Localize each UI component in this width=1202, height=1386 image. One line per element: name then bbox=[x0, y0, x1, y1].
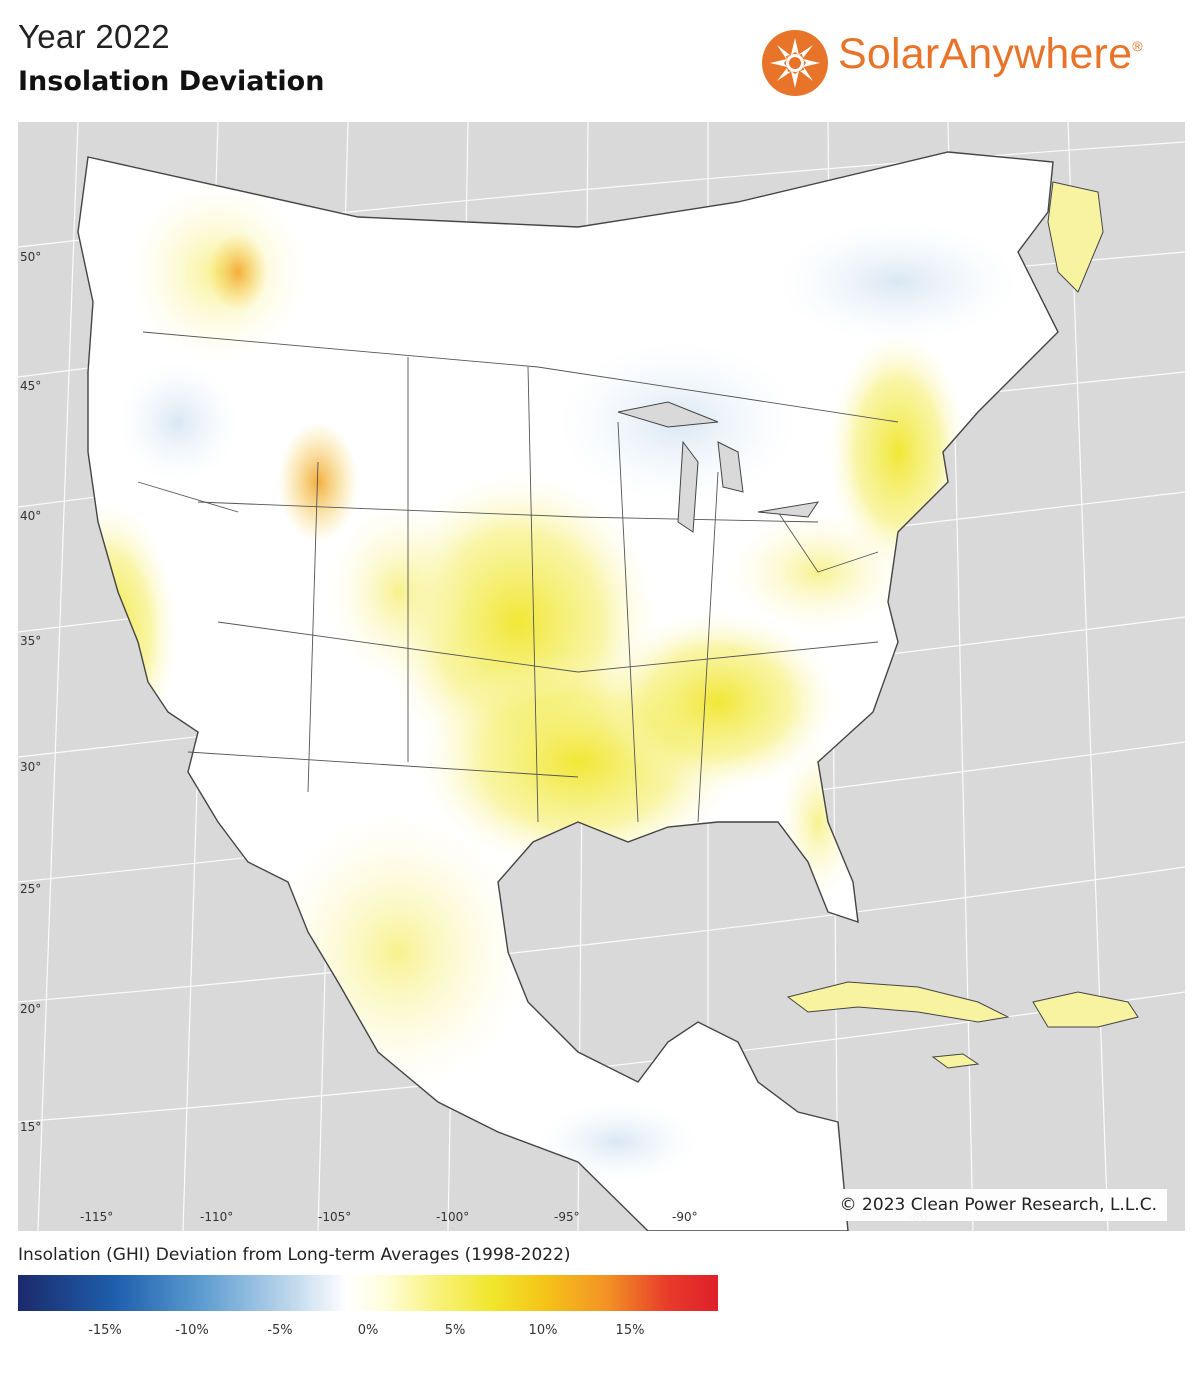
lat-label-25: 25° bbox=[20, 882, 42, 896]
legend-color-bar bbox=[18, 1275, 718, 1311]
lat-label-35: 35° bbox=[20, 634, 42, 648]
lat-label-30: 30° bbox=[20, 760, 42, 774]
legend-tick-0: 0% bbox=[357, 1323, 379, 1338]
lat-label-40: 40° bbox=[20, 509, 42, 523]
logo-wordmark: SolarAnywhere bbox=[838, 30, 1133, 78]
great-lakes bbox=[617, 401, 820, 533]
insolation-deviation-map: 50° 45° 40° 35° 30° 25° 20° 15° -115° -1… bbox=[18, 122, 1185, 1231]
solaranywhere-logo: SolarAnywhere® bbox=[758, 24, 1178, 100]
state-borders bbox=[137, 331, 899, 823]
legend-tick-15: 15% bbox=[615, 1323, 645, 1338]
legend-title: Insolation (GHI) Deviation from Long-ter… bbox=[18, 1245, 571, 1265]
legend-tick-10: 10% bbox=[528, 1323, 558, 1338]
lat-label-20: 20° bbox=[20, 1002, 42, 1016]
header-title: Insolation Deviation bbox=[18, 66, 325, 97]
lat-label-50: 50° bbox=[20, 250, 42, 264]
lon-label-95: -95° bbox=[554, 1210, 580, 1224]
hispaniola-island bbox=[1032, 991, 1139, 1028]
legend-tick-minus10: -10% bbox=[175, 1323, 209, 1338]
sun-logo-icon bbox=[762, 30, 828, 96]
header-year: Year 2022 bbox=[18, 18, 170, 55]
jamaica-island bbox=[931, 1053, 980, 1069]
cuba-island bbox=[786, 981, 1010, 1023]
lat-label-15: 15° bbox=[20, 1120, 42, 1134]
legend-tick-minus5: -5% bbox=[267, 1323, 293, 1338]
map-canvas bbox=[18, 122, 1185, 1231]
lon-label-90: -90° bbox=[672, 1210, 698, 1224]
copyright-notice: © 2023 Clean Power Research, L.L.C. bbox=[827, 1189, 1167, 1221]
lat-label-45: 45° bbox=[20, 379, 42, 393]
lon-label-115: -115° bbox=[80, 1210, 114, 1224]
lon-label-100: -100° bbox=[436, 1210, 470, 1224]
legend-tick-minus15: -15% bbox=[88, 1323, 122, 1338]
lon-label-105: -105° bbox=[318, 1210, 352, 1224]
legend-tick-5: 5% bbox=[444, 1323, 466, 1338]
lon-label-110: -110° bbox=[200, 1210, 234, 1224]
newfoundland-island bbox=[1047, 181, 1104, 293]
registered-mark: ® bbox=[1132, 38, 1143, 54]
